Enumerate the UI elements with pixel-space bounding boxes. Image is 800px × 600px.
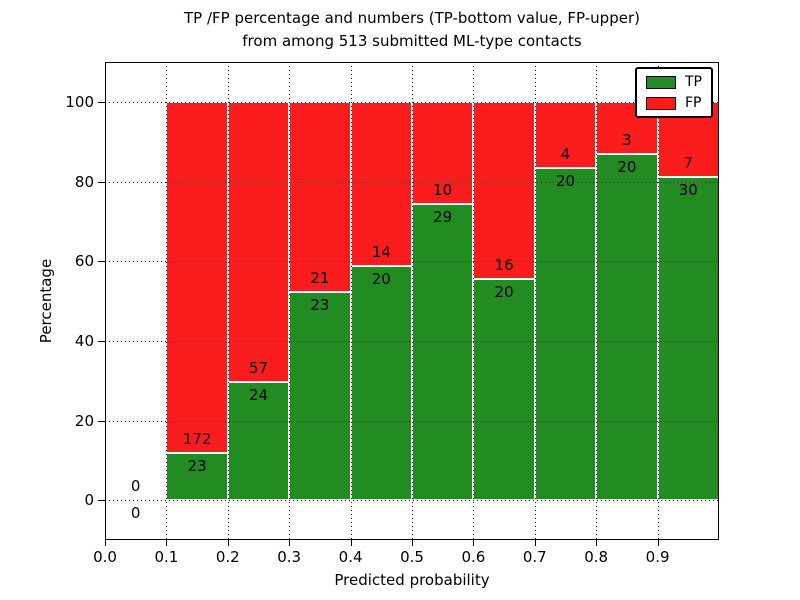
tp-color-swatch xyxy=(646,75,676,89)
chart-title: TP /FP percentage and numbers (TP-bottom… xyxy=(105,7,719,53)
tp-count-label: 24 xyxy=(248,386,269,405)
tp-count-label: 20 xyxy=(494,282,514,301)
x-tick-mark xyxy=(289,540,291,546)
fp-color-swatch xyxy=(646,96,676,110)
y-tick-label: 20 xyxy=(74,411,94,430)
tp-count-label: 23 xyxy=(187,457,207,476)
v-gridline xyxy=(596,62,598,540)
x-tick-mark xyxy=(350,540,352,546)
x-tick-label: 0.7 xyxy=(522,548,547,566)
x-tick-label: 0.9 xyxy=(645,548,670,566)
x-tick-mark xyxy=(227,540,229,546)
tp-bar-segment xyxy=(473,278,535,501)
fp-count-label: 0 xyxy=(130,477,141,496)
y-tick-label: 40 xyxy=(74,331,94,350)
x-tick-mark xyxy=(473,540,475,546)
plot-area: TP FP 0 0 172 23 57 24 21 23 14 20 10 29 16 20 4 20 3 20 7… xyxy=(105,62,719,540)
v-gridline xyxy=(657,62,659,540)
fp-count-label: 16 xyxy=(494,255,514,274)
chart-title-line2: from among 513 submitted ML-type contact… xyxy=(242,32,582,50)
x-tick-label: 0.3 xyxy=(277,548,302,566)
x-tick-label: 0.8 xyxy=(584,548,609,566)
x-tick-mark xyxy=(534,540,536,546)
x-tick-label: 0.1 xyxy=(154,548,179,566)
y-tick-mark xyxy=(98,340,105,342)
x-tick-label: 0.2 xyxy=(215,548,240,566)
x-tick-label: 0.5 xyxy=(400,548,424,566)
fp-bar-segment xyxy=(473,101,535,279)
chart-title-line1: TP /FP percentage and numbers (TP-bottom… xyxy=(184,9,640,27)
x-tick-label: 0.6 xyxy=(461,548,486,566)
x-tick-mark xyxy=(596,540,598,546)
fp-count-label: 57 xyxy=(248,359,269,378)
tp-bar-segment xyxy=(657,177,719,501)
v-gridline xyxy=(412,62,413,540)
y-tick-mark xyxy=(98,181,105,183)
v-gridline xyxy=(350,62,352,540)
y-tick-label: 80 xyxy=(74,172,94,191)
fp-bar-segment xyxy=(350,101,412,266)
legend-item-fp: FP xyxy=(646,96,702,110)
y-tick-mark xyxy=(98,500,105,502)
x-tick-mark xyxy=(166,540,168,546)
fp-count-label: 7 xyxy=(683,154,694,173)
y-tick-label: 60 xyxy=(74,252,94,271)
legend-label-fp: FP xyxy=(685,95,702,111)
v-gridline xyxy=(473,62,475,540)
y-tick-mark xyxy=(98,420,105,422)
fp-count-label: 14 xyxy=(371,242,391,261)
y-tick-label: 100 xyxy=(65,92,94,111)
v-gridline xyxy=(534,62,536,540)
fp-bar-segment xyxy=(289,101,351,292)
v-gridline xyxy=(289,62,291,540)
x-tick-label: 0.4 xyxy=(338,548,363,566)
fp-count-label: 3 xyxy=(622,130,632,149)
tp-count-label: 29 xyxy=(433,207,453,226)
y-tick-label: 0 xyxy=(84,491,94,510)
v-gridline xyxy=(166,62,168,540)
tp-count-label: 20 xyxy=(371,269,391,288)
tp-bar-segment xyxy=(534,168,597,501)
x-tick-mark xyxy=(657,540,659,546)
fp-bar-segment xyxy=(227,101,290,383)
y-tick-mark xyxy=(98,101,105,103)
x-tick-mark xyxy=(412,540,413,546)
x-tick-mark xyxy=(105,540,106,546)
tp-bar-segment xyxy=(350,265,412,501)
fp-count-label: 10 xyxy=(433,180,453,199)
fp-bar-segment xyxy=(166,101,228,454)
fp-count-label: 21 xyxy=(310,268,330,287)
tp-bar-segment xyxy=(289,291,351,501)
tp-count-label: 30 xyxy=(678,181,698,200)
y-tick-mark xyxy=(98,261,105,263)
tp-bar-segment xyxy=(596,153,658,501)
v-gridline xyxy=(227,62,229,540)
legend-label-tp: TP xyxy=(685,74,702,90)
x-axis-label: Predicted probability xyxy=(334,571,490,589)
legend-item-tp: TP xyxy=(646,75,702,89)
legend: TP FP xyxy=(635,67,713,118)
x-tick-label: 0.0 xyxy=(93,548,117,566)
fp-count-label: 172 xyxy=(182,430,212,449)
tp-count-label: 20 xyxy=(555,172,576,191)
fp-count-label: 4 xyxy=(560,145,571,164)
tp-count-label: 23 xyxy=(310,295,330,314)
tp-count-label: 20 xyxy=(617,157,637,176)
tp-count-label: 0 xyxy=(130,504,141,523)
tp-bar-segment xyxy=(412,203,474,501)
y-axis-label: Percentage xyxy=(37,258,55,344)
